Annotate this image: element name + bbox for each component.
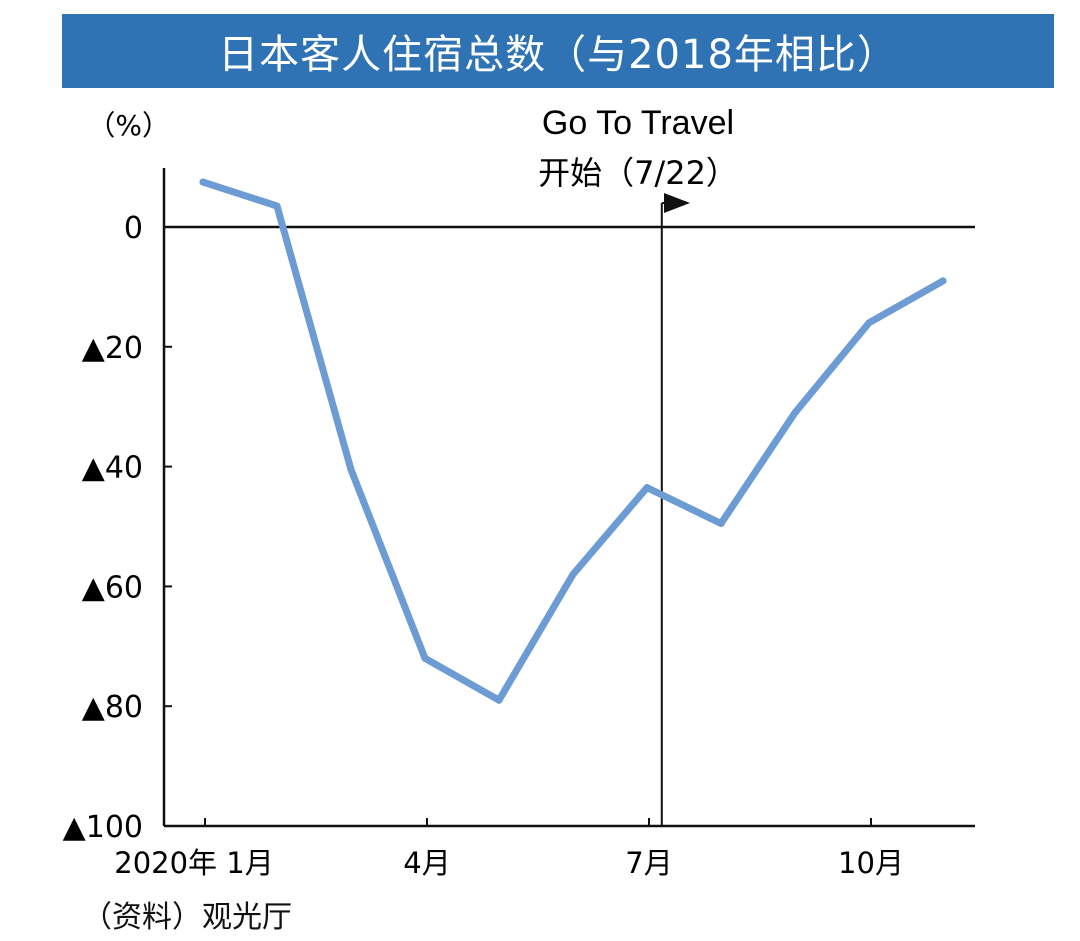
- data-point: [421, 654, 429, 662]
- x-tick-label: 4月: [403, 846, 450, 880]
- y-tick-label: ▲100: [63, 810, 143, 845]
- data-point: [273, 202, 281, 210]
- data-point: [495, 696, 503, 704]
- data-point: [865, 319, 873, 327]
- x-tick-label: 10月: [838, 846, 904, 880]
- series-line: [199, 178, 947, 704]
- y-axis-unit: （%）: [87, 109, 170, 142]
- go-to-travel-annotation: Go To Travel 开始（7/22）: [538, 104, 738, 826]
- data-point: [643, 484, 651, 492]
- chart-title: 日本客人住宿总数（与2018年相比）: [218, 32, 898, 78]
- data-point: [199, 178, 207, 186]
- annotation-arrow-head: [664, 193, 690, 213]
- x-tick-label: 7月: [625, 846, 672, 880]
- data-point: [569, 570, 577, 578]
- data-point: [717, 520, 725, 528]
- y-tick-label: ▲20: [82, 331, 143, 366]
- source-note: （资料）观光厅: [82, 900, 292, 935]
- data-point: [347, 466, 355, 474]
- data-point: [939, 277, 947, 285]
- annotation-label-line1: Go To Travel: [542, 104, 734, 142]
- x-tick-label: 2020年 1月: [114, 846, 273, 880]
- y-tick-label: ▲60: [82, 570, 143, 605]
- data-point: [791, 409, 799, 417]
- y-tick-label: 0: [124, 211, 143, 246]
- chart-title-banner: 日本客人住宿总数（与2018年相比）: [62, 14, 1054, 88]
- y-tick-label: ▲80: [82, 690, 143, 725]
- chart-series: [199, 178, 947, 704]
- chart-axes: [162, 168, 975, 828]
- y-tick-label: ▲40: [82, 451, 143, 486]
- annotation-label-line2: 开始（7/22）: [538, 154, 738, 192]
